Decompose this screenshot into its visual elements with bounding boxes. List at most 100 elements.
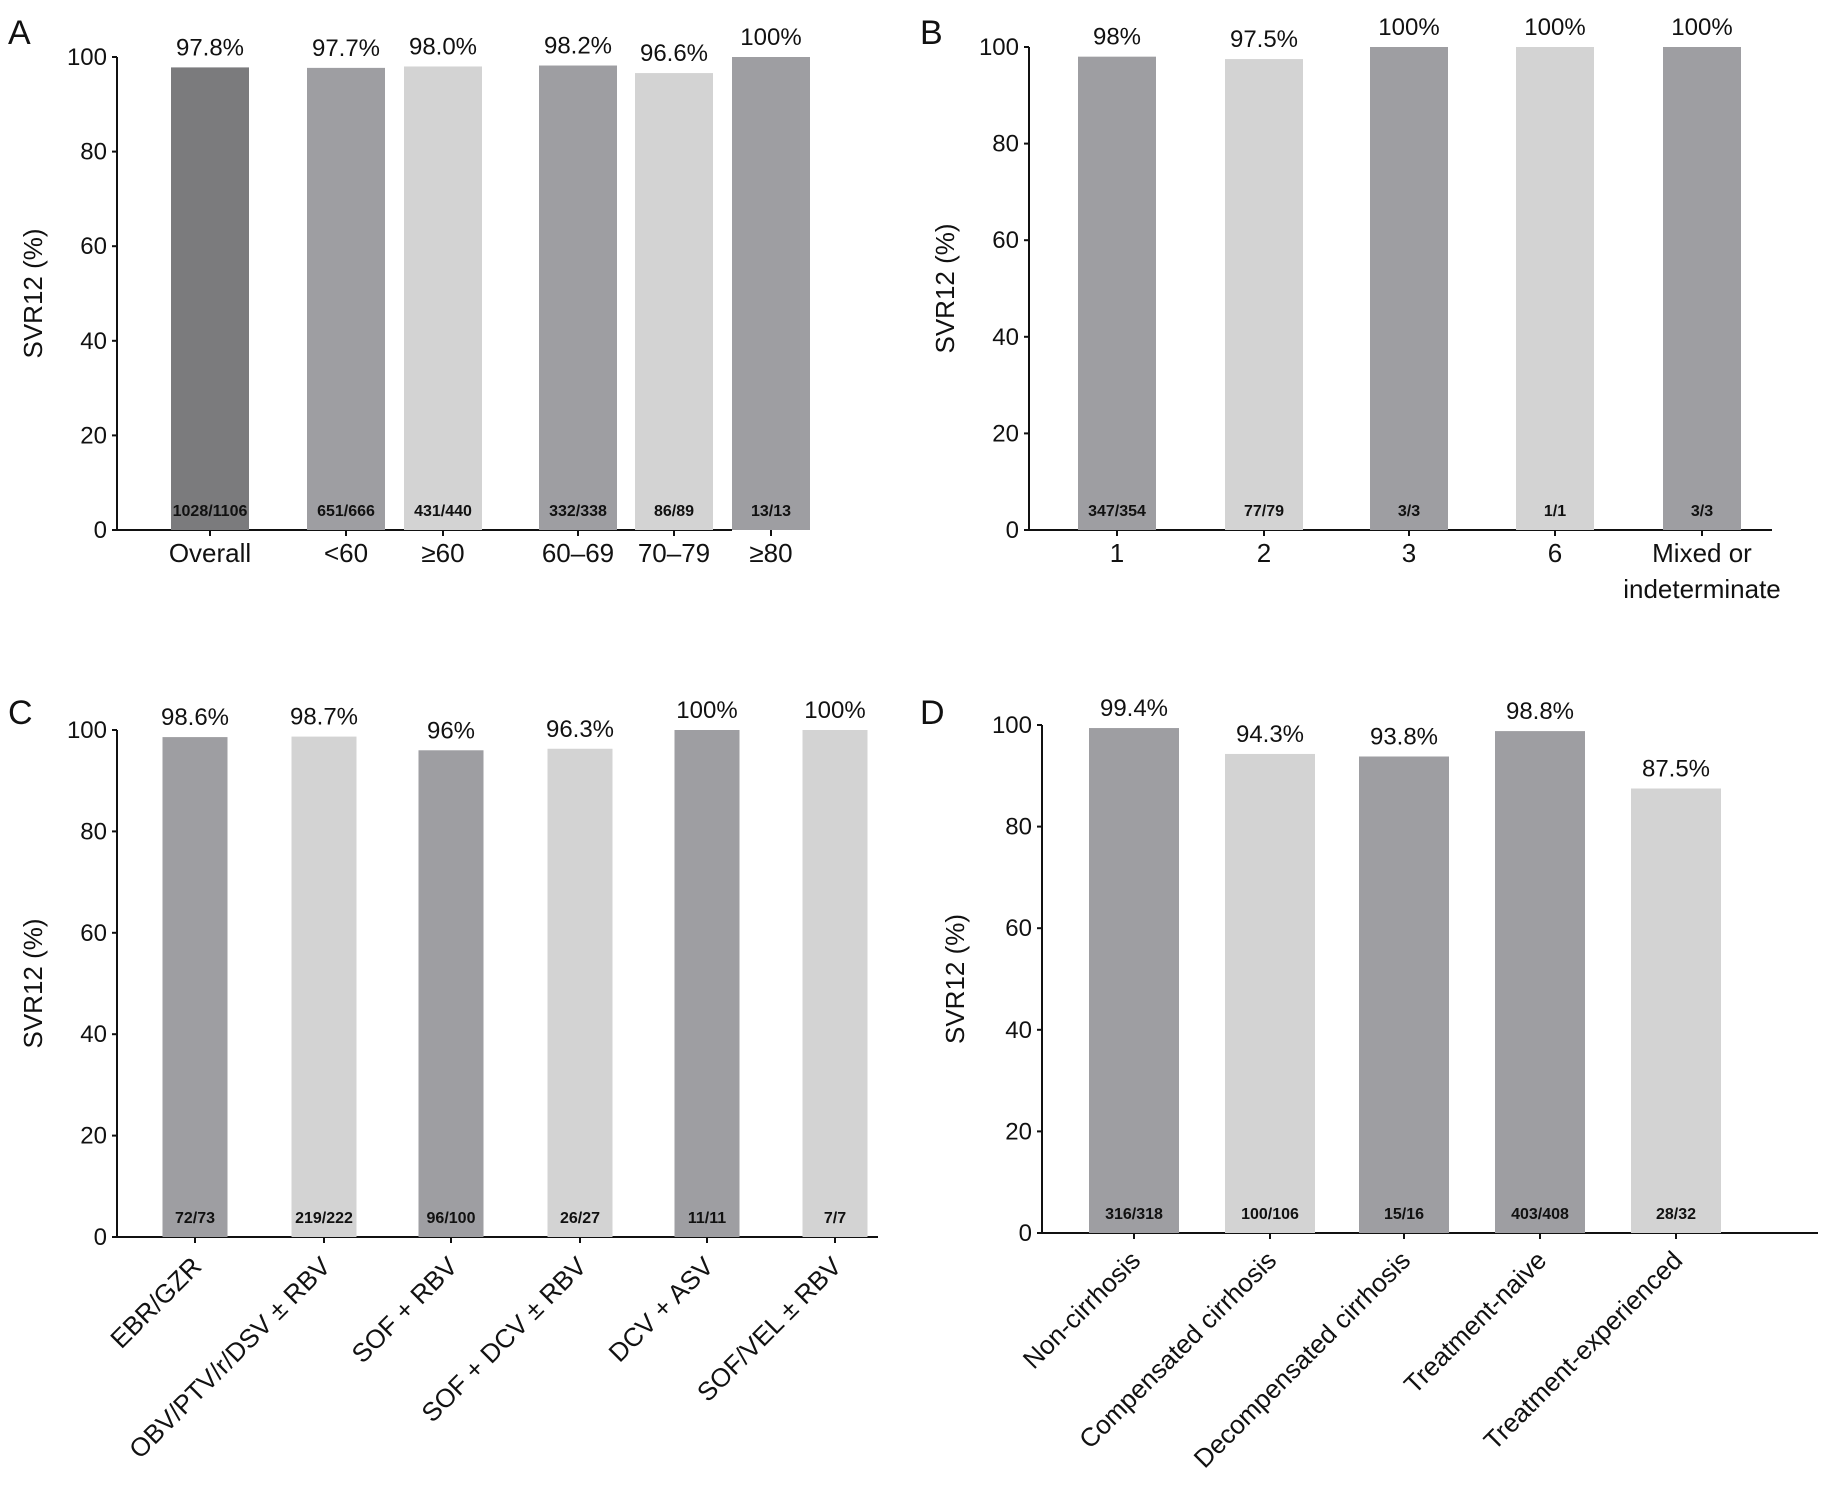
value-label: 97.5%	[1230, 26, 1298, 53]
y-tick-label: 0	[94, 1224, 107, 1251]
panel-c: C 0 20 40 60 80 100 SVR12 (%) 98.6% 72/73 EBR/GZR 9…	[0, 680, 912, 1507]
bar	[291, 736, 357, 1237]
category-label: 1	[1110, 538, 1124, 568]
category-label: <60	[324, 538, 368, 568]
y-axis-label: SVR12 (%)	[930, 223, 960, 353]
panel-a: A 0 20 40 60 80 100 SVR12 (%) 97.8% 1028/1106 Over…	[0, 0, 830, 600]
value-label: 97.8%	[176, 34, 244, 61]
count-label: 86/89	[654, 503, 694, 520]
panel-letter-a: A	[8, 14, 31, 52]
category-label-line: 3	[1402, 538, 1416, 568]
category-label: Overall	[169, 538, 251, 568]
y-tick-label: 60	[992, 227, 1019, 254]
y-tick-label: 80	[992, 131, 1019, 158]
count-label: 100/106	[1241, 1206, 1299, 1223]
bar	[1225, 59, 1303, 530]
y-tick-label: 80	[80, 139, 107, 166]
count-label: 219/222	[295, 1210, 353, 1227]
chart-c: C 0 20 40 60 80 100 SVR12 (%) 98.6% 72/73 EBR/GZR 9…	[8, 694, 878, 1464]
y-tick-label: 40	[80, 328, 107, 355]
count-label: 11/11	[688, 1210, 726, 1227]
y-tick-label: 40	[1005, 1017, 1032, 1044]
count-label: 651/666	[317, 503, 375, 520]
y-tick-label: 100	[67, 717, 107, 744]
bar	[404, 66, 482, 531]
y-tick-label: 40	[992, 324, 1019, 351]
panel-d: D 0 20 40 60 80 100 SVR12 (%) 99.4% 316/318 Non-ci…	[912, 680, 1824, 1507]
bar	[1370, 47, 1448, 530]
bar	[547, 748, 613, 1237]
y-tick-label: 100	[992, 712, 1032, 739]
chart-d: D 0 20 40 60 80 100 SVR12 (%) 99.4% 316/318 Non-ci…	[920, 694, 1818, 1474]
panel-b: B 0 20 40 60 80 100 SVR12 (%) 98% 347/354 1 97.5% 77…	[912, 0, 1824, 620]
category-label: Non-cirrhosis	[1017, 1245, 1147, 1375]
y-tick-label: 80	[1005, 814, 1032, 841]
category-label: Decompensated cirrhosis	[1188, 1245, 1417, 1474]
panel-letter-c: C	[8, 694, 33, 732]
y-tick-label: 60	[1005, 915, 1032, 942]
value-label: 98.0%	[409, 33, 477, 60]
bar	[674, 730, 740, 1237]
count-label: 3/3	[1398, 503, 1420, 520]
y-tick-label: 20	[992, 420, 1019, 447]
bar	[732, 57, 810, 530]
y-tick-label: 60	[80, 920, 107, 947]
count-label: 26/27	[560, 1210, 600, 1227]
y-tick-label: 80	[80, 818, 107, 845]
value-label: 99.4%	[1100, 695, 1168, 722]
count-label: 1/1	[1544, 503, 1566, 520]
bar	[1225, 753, 1315, 1233]
y-tick-label: 20	[1005, 1118, 1032, 1145]
bar	[1516, 47, 1594, 530]
count-label: 347/354	[1088, 503, 1146, 520]
value-label: 98.6%	[161, 704, 229, 731]
value-label: 98.2%	[544, 33, 612, 60]
y-tick-label: 0	[94, 517, 107, 544]
category-label: 3	[1402, 538, 1416, 568]
category-label: 6	[1548, 538, 1562, 568]
y-axis-label: SVR12 (%)	[940, 914, 970, 1044]
y-axis-label: SVR12 (%)	[18, 918, 48, 1048]
category-label: EBR/GZR	[104, 1251, 207, 1354]
value-label: 98%	[1093, 24, 1141, 51]
category-label: ≥80	[749, 538, 792, 568]
count-label: 28/32	[1656, 1206, 1696, 1223]
count-label: 1028/1106	[173, 503, 248, 520]
y-tick-label: 100	[67, 44, 107, 71]
category-label-line: 6	[1548, 538, 1562, 568]
y-tick-label: 40	[80, 1021, 107, 1048]
y-tick-label: 20	[80, 1123, 107, 1150]
value-label: 96.6%	[640, 40, 708, 67]
value-label: 98.7%	[290, 704, 358, 731]
y-tick-label: 20	[80, 422, 107, 449]
bar	[171, 67, 249, 530]
value-label: 97.7%	[312, 35, 380, 62]
bar	[1663, 47, 1741, 530]
bar	[802, 730, 868, 1237]
y-axis-label: SVR12 (%)	[18, 228, 48, 358]
value-label: 100%	[676, 697, 737, 724]
count-label: 7/7	[824, 1210, 846, 1227]
y-tick-label: 0	[1006, 517, 1019, 544]
count-label: 316/318	[1105, 1206, 1163, 1223]
bar	[1078, 56, 1156, 530]
bar	[1631, 788, 1721, 1233]
count-label: 403/408	[1511, 1206, 1569, 1223]
bar	[1359, 756, 1449, 1233]
bar	[635, 73, 713, 530]
panel-letter-d: D	[920, 694, 945, 732]
count-label: 15/16	[1384, 1206, 1424, 1223]
bar	[418, 750, 484, 1237]
category-label: 70–79	[638, 538, 710, 568]
value-label: 100%	[740, 24, 801, 51]
chart-a: A 0 20 40 60 80 100 SVR12 (%) 97.8% 1028/1106 Over…	[8, 14, 810, 568]
value-label: 100%	[804, 697, 865, 724]
category-label-line: 1	[1110, 538, 1124, 568]
y-tick-label: 0	[1019, 1220, 1032, 1247]
bar	[307, 67, 385, 530]
count-label: 332/338	[549, 503, 607, 520]
value-label: 100%	[1671, 14, 1732, 41]
value-label: 96%	[427, 717, 475, 744]
count-label: 96/100	[427, 1210, 476, 1227]
count-label: 72/73	[175, 1210, 215, 1227]
